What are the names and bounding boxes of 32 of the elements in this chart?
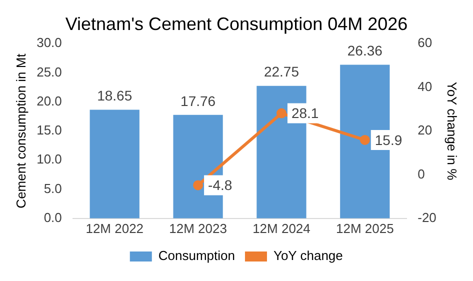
legend-label: Consumption: [158, 248, 235, 264]
y2-axis-title: YoY change in %: [444, 82, 460, 181]
y2-tick-label: -20: [418, 210, 436, 225]
y-tick-label: 15.0: [36, 122, 62, 138]
point: [276, 108, 286, 118]
y-tick-label: 30.0: [36, 35, 62, 50]
y2-tick-label: 0: [418, 166, 425, 182]
chart-title: Vietnam's Cement Consumption 04M 2026: [65, 14, 408, 34]
y-tick-label: 10.0: [36, 152, 62, 167]
y-tick-label: 5.0: [44, 180, 62, 196]
y-axis-title: Cement consumption in Mt: [13, 53, 28, 208]
x-tick-label: 12M 2025: [336, 220, 394, 236]
point: [193, 180, 204, 190]
bar: [90, 110, 140, 218]
data-label: 28.1: [291, 105, 319, 122]
y2-tick-label: 60: [418, 35, 432, 50]
data-label: 17.76: [180, 92, 216, 109]
data-label: -4.8: [208, 177, 232, 194]
data-label: 18.65: [97, 88, 132, 104]
legend-label: YoY change: [273, 248, 343, 264]
data-label: 15.9: [374, 132, 402, 148]
y-tick-label: 20.0: [36, 93, 62, 108]
x-tick-label: 12M 2024: [252, 220, 310, 236]
x-tick-label: 12M 2022: [86, 220, 144, 236]
data-label: 22.75: [264, 64, 300, 80]
y-tick-label: 25.0: [36, 64, 62, 80]
y2-tick-label: 40: [418, 78, 432, 94]
y-tick-label: 0.0: [44, 210, 62, 225]
x-tick-label: 12M 2023: [169, 220, 227, 236]
point: [360, 134, 370, 145]
data-label: 26.36: [347, 42, 383, 59]
y2-tick-label: 20: [418, 122, 432, 138]
